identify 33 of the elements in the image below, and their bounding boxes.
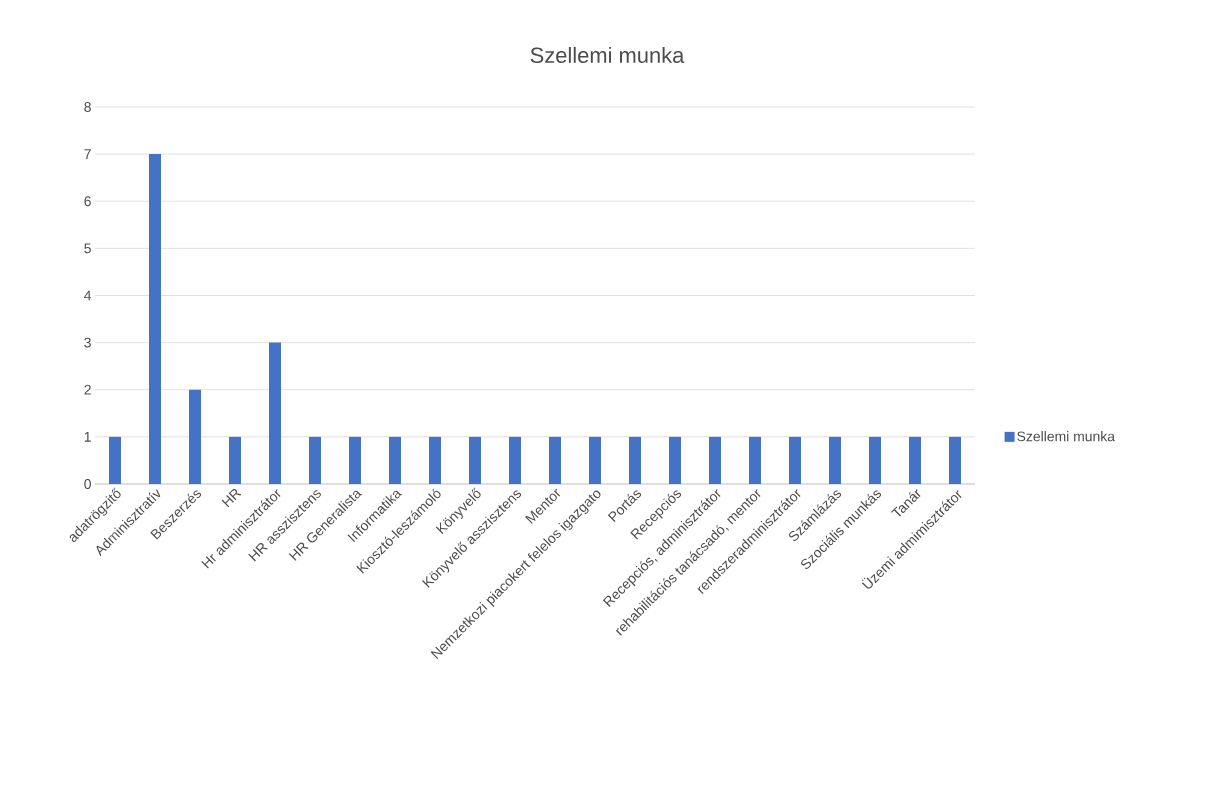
bar xyxy=(349,436,362,484)
bar xyxy=(869,436,882,484)
y-tick-label: 7 xyxy=(84,149,91,159)
bar xyxy=(509,436,522,484)
bar xyxy=(549,436,562,484)
legend-label: Szellemi munka xyxy=(1017,431,1116,442)
bar xyxy=(829,436,842,484)
bar xyxy=(709,436,722,484)
bar xyxy=(589,436,602,484)
y-tick-label: 4 xyxy=(84,290,92,301)
bar xyxy=(269,342,282,484)
y-tick-label: 0 xyxy=(84,479,91,489)
y-tick-label: 5 xyxy=(84,243,91,254)
bar xyxy=(669,436,682,484)
y-tick-label: 2 xyxy=(84,384,91,395)
bar xyxy=(949,436,962,484)
bar xyxy=(429,436,442,484)
bar xyxy=(629,436,642,484)
bar xyxy=(909,436,922,484)
bar xyxy=(749,436,762,484)
bar xyxy=(389,436,402,484)
bar xyxy=(309,436,322,484)
bar xyxy=(189,389,202,484)
bar xyxy=(469,436,482,484)
chart-title: Szellemi munka xyxy=(530,46,685,64)
y-tick-label: 6 xyxy=(84,196,91,207)
bar xyxy=(149,154,162,484)
bar xyxy=(229,436,242,484)
y-tick-label: 8 xyxy=(84,102,91,112)
y-tick-label: 3 xyxy=(84,337,91,348)
y-tick-label: 1 xyxy=(84,432,91,442)
bar xyxy=(789,436,802,484)
bar xyxy=(109,436,122,484)
